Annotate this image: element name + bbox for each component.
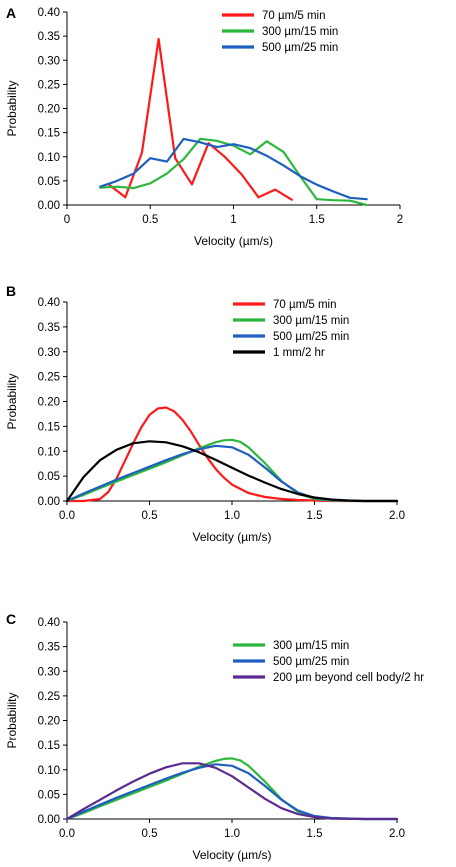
x-tick-label: 0: [64, 214, 70, 226]
y-tick-label: 0.25: [38, 372, 60, 384]
panel-b: B 0.00 0.05 0.10 0.15 0.20 0.25 0.30 0.35 0.40 0.0…: [5, 283, 405, 544]
panel-c: C 0.00 0.05 0.10 0.15 0.20 0.25 0.30 0.35 0.40 0.0…: [5, 611, 424, 862]
legend: 300 µm/15 min 500 µm/25 min 200 µm beyond …: [233, 640, 424, 684]
y-tick-label: 0.40: [38, 7, 60, 19]
y-tick-label: 0.05: [38, 176, 60, 188]
x-tick-label: 1.5: [307, 828, 323, 840]
panel-label: C: [6, 611, 16, 627]
x-tick-label: 1.5: [309, 214, 325, 226]
legend-label: 300 µm/15 min: [273, 640, 349, 652]
y-tick-label: 0.00: [38, 496, 60, 508]
y-axis-title: Probability: [5, 373, 19, 429]
series-line: [65, 440, 399, 503]
series-line: [65, 757, 399, 821]
y-tick-label: 0.30: [38, 55, 60, 67]
x-tick-label: 1.0: [224, 510, 240, 522]
y-tick-label: 0.00: [38, 814, 60, 826]
y-tick-label: 0.10: [38, 765, 60, 777]
x-tick-label: 0.5: [142, 828, 158, 840]
y-axis-title: Probability: [5, 80, 19, 136]
x-axis-title: Velocity (µm/s): [193, 530, 272, 544]
x-tick-label: 0.5: [142, 510, 158, 522]
legend: 70 µm/5 min 300 µm/15 min 500 µm/25 min 1 m…: [233, 299, 349, 359]
legend-label: 200 µm beyond cell body/2 hr: [273, 672, 424, 684]
y-tick-label: 0.20: [38, 397, 60, 409]
series-line: [99, 137, 368, 207]
series-line: [65, 444, 399, 503]
y-tick-label: 0.20: [38, 716, 60, 728]
x-tick-label: 2.0: [389, 510, 405, 522]
y-tick-label: 0.40: [38, 617, 60, 629]
legend-label: 70 µm/5 min: [273, 299, 337, 311]
legend-label: 300 µm/15 min: [273, 315, 349, 327]
y-tick-label: 0.15: [38, 740, 60, 752]
x-tick-label: 1.0: [224, 828, 240, 840]
x-axis-title: Velocity (µm/s): [193, 848, 272, 862]
y-tick-label: 0.35: [38, 642, 60, 654]
y-tick-label: 0.15: [38, 421, 60, 433]
y-tick-label: 0.05: [38, 471, 60, 483]
x-tick-label: 0.0: [59, 828, 75, 840]
x-tick-label: 0.5: [142, 214, 158, 226]
y-tick-label: 0.15: [38, 128, 60, 140]
y-tick-label: 0.35: [38, 322, 60, 334]
y-tick-label: 0.25: [38, 691, 60, 703]
panel-a: A 0.00 0.05 0.10 0.15 0.20 0.25 0.30 0.35 0.40 0 0.…: [5, 5, 403, 248]
series-line: [65, 406, 399, 503]
legend-label: 1 mm/2 hr: [273, 347, 325, 359]
y-tick-label: 0.20: [38, 104, 60, 116]
y-tick-label: 0.30: [38, 347, 60, 359]
x-tick-label: 1: [230, 214, 236, 226]
legend-label: 300 µm/15 min: [262, 26, 338, 38]
legend: 70 µm/5 min 300 µm/15 min 500 µm/25 min: [222, 10, 338, 54]
y-tick-label: 0.10: [38, 152, 60, 164]
y-tick-label: 0.30: [38, 666, 60, 678]
panel-label: B: [6, 283, 16, 299]
series-line: [107, 37, 293, 201]
legend-label: 500 µm/25 min: [273, 656, 349, 668]
panel-label: A: [6, 5, 16, 21]
legend-label: 70 µm/5 min: [262, 10, 326, 22]
legend-label: 500 µm/25 min: [262, 42, 338, 54]
x-axis-title: Velocity (µm/s): [194, 234, 273, 248]
series-line: [65, 762, 399, 821]
x-tick-label: 2: [397, 214, 403, 226]
x-tick-label: 1.5: [307, 510, 323, 522]
legend-label: 500 µm/25 min: [273, 331, 349, 343]
y-tick-label: 0.35: [38, 31, 60, 43]
y-axis-title: Probability: [5, 692, 19, 748]
y-tick-label: 0.25: [38, 79, 60, 91]
y-tick-label: 0.10: [38, 446, 60, 458]
y-tick-label: 0.05: [38, 789, 60, 801]
series-line: [99, 137, 368, 201]
x-tick-label: 0.0: [59, 510, 75, 522]
y-tick-label: 0.40: [38, 297, 60, 309]
x-tick-label: 2.0: [389, 828, 405, 840]
y-tick-label: 0.00: [38, 200, 60, 212]
